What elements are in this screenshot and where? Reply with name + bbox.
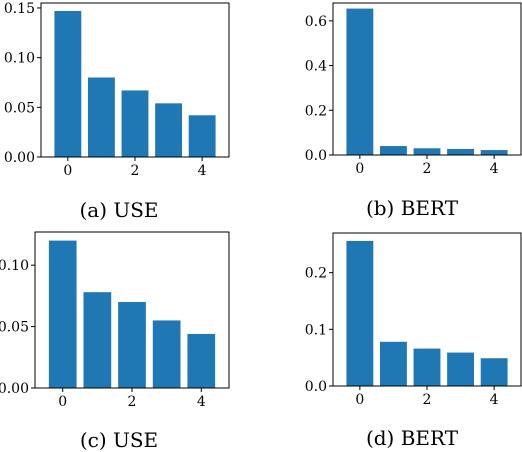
caption-a: (a) USE (79, 198, 159, 222)
ytick-label-b-2: 0.4 (305, 59, 327, 75)
bar-a-4 (188, 115, 216, 157)
xtick-label-a-2: 4 (198, 163, 207, 179)
ytick-label-a-1: 0.05 (4, 100, 35, 116)
bar-c-1 (83, 292, 112, 388)
xtick-label-c-1: 2 (128, 394, 137, 410)
bar-d-4 (480, 358, 508, 386)
ytick-label-a-0: 0.00 (4, 150, 35, 166)
xtick-label-a-1: 2 (131, 163, 140, 179)
caption-c: (c) USE (79, 428, 159, 452)
caption-b: (b) BERT (365, 196, 459, 220)
xtick-label-d-0: 0 (355, 392, 364, 408)
ytick-label-b-0: 0.0 (305, 148, 327, 164)
bar-d-2 (413, 348, 441, 386)
ytick-label-a-2: 0.10 (4, 51, 35, 67)
bar-c-4 (187, 333, 216, 388)
bar-a-1 (88, 77, 115, 157)
bar-c-2 (118, 302, 146, 388)
bar-d-0 (346, 240, 374, 386)
bar-b-1 (380, 146, 407, 155)
bar-c-0 (48, 240, 77, 388)
xtick-label-d-1: 2 (423, 392, 432, 408)
ytick-label-d-0: 0.0 (305, 379, 327, 395)
bar-b-4 (480, 150, 508, 155)
ytick-label-b-1: 0.2 (305, 103, 327, 119)
xtick-label-c-2: 4 (197, 394, 206, 410)
xtick-label-a-0: 0 (63, 163, 72, 179)
xtick-label-c-0: 0 (58, 394, 67, 410)
bar-a-0 (54, 10, 82, 157)
bar-b-3 (447, 148, 474, 155)
bar-a-3 (155, 103, 182, 157)
bar-b-2 (413, 148, 441, 155)
xtick-label-b-1: 2 (423, 161, 432, 177)
ytick-label-d-2: 0.2 (305, 266, 327, 282)
bar-c-3 (152, 320, 181, 388)
caption-d: (d) BERT (365, 426, 459, 450)
ytick-label-c-2: 0.10 (0, 258, 29, 274)
ytick-label-b-3: 0.6 (305, 14, 327, 30)
bar-d-1 (380, 341, 407, 386)
xtick-label-b-0: 0 (355, 161, 364, 177)
ytick-label-a-3: 0.15 (4, 1, 35, 17)
ytick-label-d-1: 0.1 (305, 322, 327, 338)
xtick-label-d-2: 4 (490, 392, 499, 408)
bar-d-3 (447, 352, 474, 386)
xtick-label-b-2: 4 (490, 161, 499, 177)
ytick-label-c-0: 0.00 (0, 381, 29, 397)
bar-a-2 (121, 90, 149, 157)
bar-b-0 (346, 8, 374, 155)
ytick-label-c-1: 0.05 (0, 320, 29, 336)
